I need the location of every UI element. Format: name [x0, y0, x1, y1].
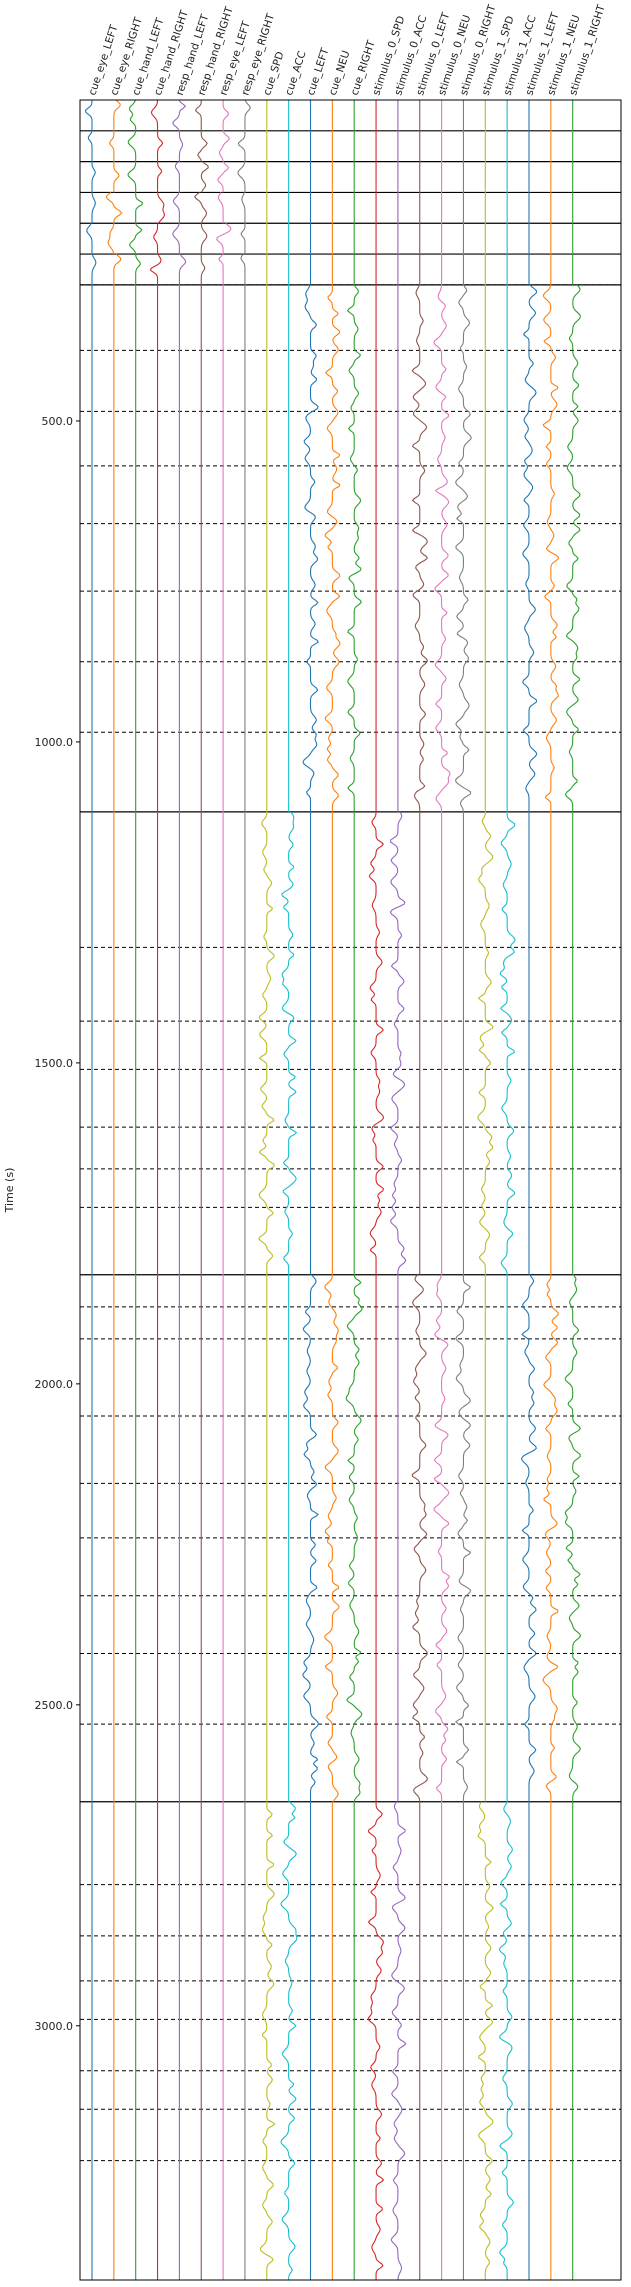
- channel-trace: [345, 100, 363, 2280]
- channel-label: cue_SPD: [261, 50, 286, 97]
- channel-trace: [367, 100, 385, 2280]
- channel-label: cue_NEU: [327, 49, 353, 97]
- channel-trace: [258, 100, 276, 2280]
- channel-trace: [433, 100, 451, 2280]
- y-axis: 500.0 1000.0 1500.0 2000.0 2500.0 3000.0: [35, 415, 80, 2033]
- channel-trace: [237, 99, 251, 2280]
- y-tick-label: 2500.0: [35, 1699, 74, 1712]
- channel-trace: [280, 100, 298, 2281]
- channel-trace: [105, 99, 123, 2280]
- block-boundaries: [80, 130, 621, 2162]
- channel-trace: [564, 100, 582, 2280]
- channel-traces: [84, 99, 582, 2281]
- channel-trace: [520, 100, 538, 2280]
- channel-trace: [302, 100, 320, 2280]
- y-tick-label: 1000.0: [35, 736, 74, 749]
- channel-trace: [150, 99, 165, 2280]
- plot-frame: [79, 99, 622, 2281]
- y-tick-label: 2000.0: [35, 1378, 74, 1391]
- column-labels: cue_eye_LEFTcue_eye_RIGHTcue_hand_LEFTcu…: [86, 3, 607, 97]
- y-axis-label: Time (s): [3, 1168, 16, 1214]
- channel-trace: [477, 100, 494, 2280]
- channel-trace: [454, 100, 472, 2280]
- channel-trace: [194, 99, 209, 2280]
- y-tick-label: 3000.0: [35, 2020, 74, 2033]
- y-tick-label: 500.0: [42, 415, 74, 428]
- channel-trace: [216, 100, 232, 2280]
- channel-trace: [498, 100, 516, 2280]
- channel-trace: [84, 99, 97, 2280]
- channel-trace: [172, 99, 187, 2280]
- channel-trace: [324, 100, 341, 2280]
- plot-area: [80, 100, 621, 2280]
- y-tick-label: 1500.0: [35, 1057, 74, 1070]
- channel-trace: [127, 99, 144, 2280]
- channel-trace: [389, 100, 407, 2281]
- channel-label: cue_ACC: [283, 50, 309, 97]
- channel-trace: [411, 100, 428, 2280]
- channel-trace: [542, 100, 560, 2280]
